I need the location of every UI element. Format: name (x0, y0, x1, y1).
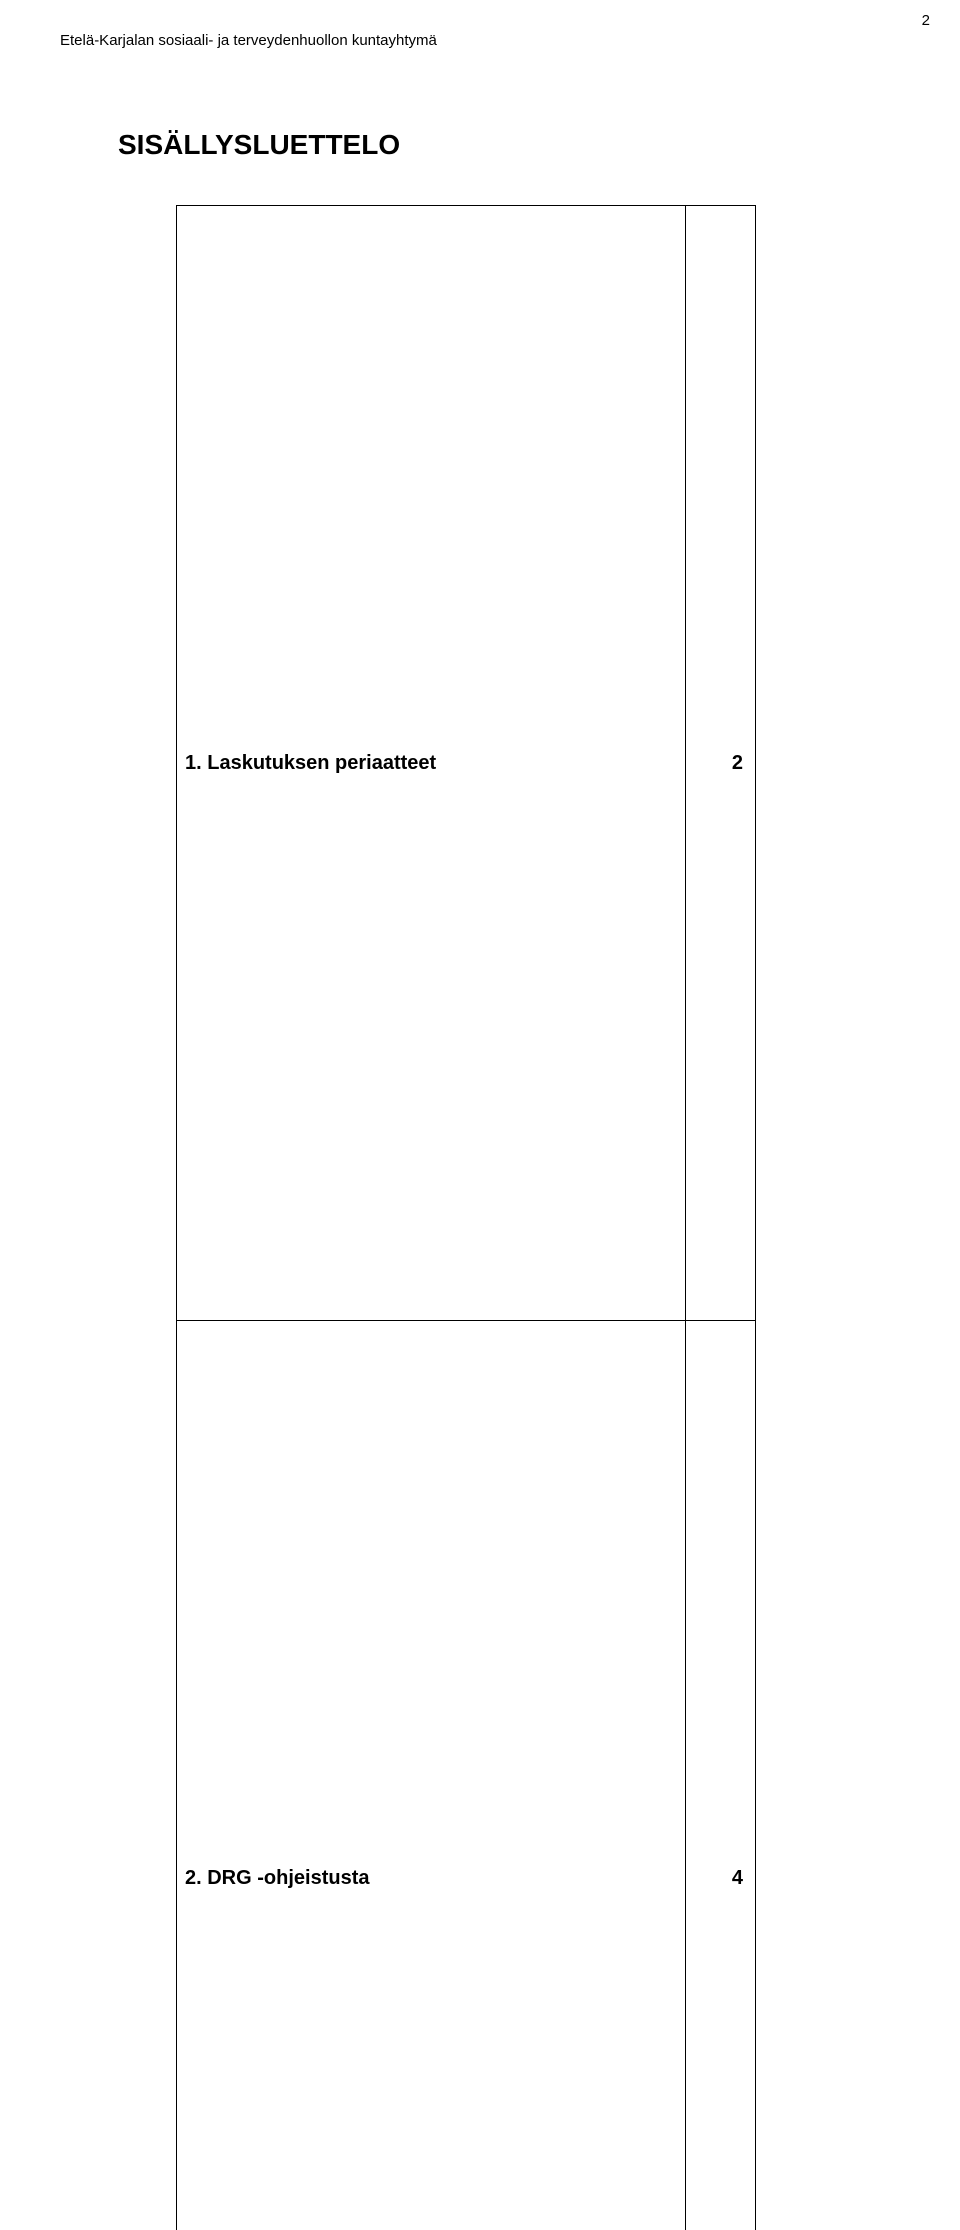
toc-table: 1. Laskutuksen periaatteet22. DRG -ohjei… (176, 205, 756, 2230)
toc-row-label: 2. DRG -ohjeistusta (177, 1321, 686, 2230)
page-number: 2 (922, 12, 930, 29)
toc-row: 2. DRG -ohjeistusta4 (177, 1321, 756, 2230)
toc-row-page: 4 (686, 1321, 756, 2230)
toc-row-page: 2 (686, 206, 756, 1321)
toc-row-label: 1. Laskutuksen periaatteet (177, 206, 686, 1321)
toc-title: SISÄLLYSLUETTELO (118, 129, 888, 161)
toc-row: 1. Laskutuksen periaatteet2 (177, 206, 756, 1321)
document-page: 2 Etelä-Karjalan sosiaali- ja terveydenh… (0, 0, 960, 1115)
document-header: Etelä-Karjalan sosiaali- ja terveydenhuo… (60, 32, 888, 49)
